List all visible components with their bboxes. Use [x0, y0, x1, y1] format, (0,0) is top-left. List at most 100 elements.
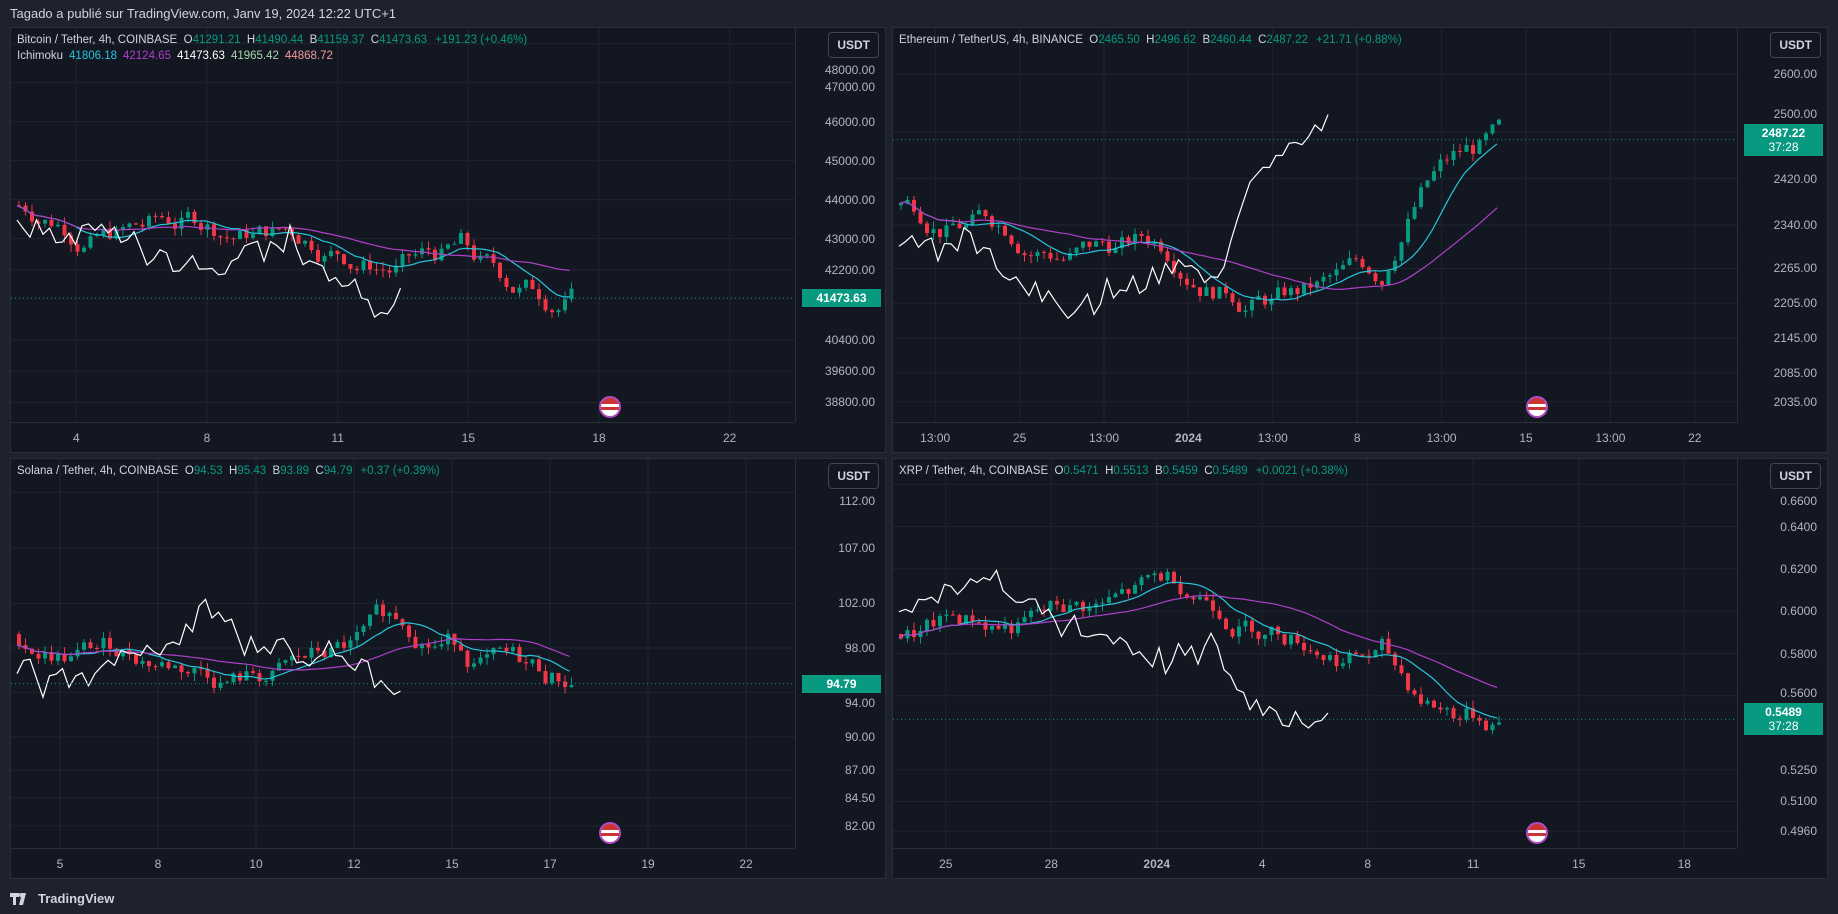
time-axis[interactable]: 13:00 25 13:00 2024 13:00 8 13:00 15 13:00 22 — [893, 422, 1737, 452]
time-tick: 15 — [461, 431, 476, 445]
price-tick: 46000.00 — [824, 114, 875, 129]
us-flag-icon[interactable] — [1526, 822, 1548, 844]
price-tick: 90.00 — [844, 729, 875, 744]
time-tick: 17 — [543, 857, 557, 871]
time-axis[interactable]: 25 28 2024 4 8 11 15 18 — [893, 848, 1737, 878]
current-price: 41473.63 — [816, 291, 867, 306]
indicator-name[interactable]: Ichimoku — [17, 50, 64, 62]
current-price-label: 2487.22 37:28 — [1744, 123, 1823, 156]
price-tick: 40400.00 — [824, 333, 875, 348]
price-tick: 2420.00 — [1773, 171, 1817, 186]
tradingview-logo-icon — [10, 892, 26, 905]
price-axis[interactable]: USDT 41473.63 48000.00 47000.00 46000.00 4500… — [795, 28, 885, 422]
kijun-line — [16, 638, 570, 671]
ohlc-label-b: B — [303, 34, 318, 46]
ohlc-value-o: 41291.21 — [192, 34, 241, 46]
current-price-label: 41473.63 — [802, 289, 881, 308]
time-tick: 15 — [1572, 857, 1586, 871]
symbol-title[interactable]: Solana / Tether, 4h, COINBASE — [17, 465, 179, 477]
price-tick: 0.6600 — [1780, 494, 1817, 508]
us-flag-icon[interactable] — [599, 396, 621, 418]
time-tick: 25 — [939, 857, 953, 871]
ohlc-label-b: B — [1196, 34, 1211, 46]
chart-plot-area[interactable]: XRP / Tether, 4h, COINBASE O0.5471 H0.55… — [893, 459, 1737, 848]
time-tick: 22 — [722, 431, 737, 445]
price-tick: 2340.00 — [1773, 218, 1817, 232]
time-tick: 8 — [203, 431, 211, 445]
price-tick: 98.00 — [844, 640, 875, 655]
price-tick: 94.00 — [844, 695, 875, 710]
currency-button[interactable]: USDT — [828, 463, 879, 489]
ohlc-label-o: O — [1048, 465, 1064, 477]
current-price: 0.5489 — [1765, 705, 1802, 720]
chart-plot-area[interactable]: Ethereum / TetherUS, 4h, BINANCE O2465.5… — [893, 28, 1737, 422]
ohlc-value-c: 94.79 — [323, 465, 353, 477]
chart-legend: Bitcoin / Tether, 4h, COINBASE O41291.21… — [17, 34, 527, 66]
price-axis[interactable]: USDT 2487.22 37:28 2600.00 2500.00 2420.00 234… — [1737, 28, 1827, 422]
price-tick: 0.5100 — [1780, 794, 1817, 809]
ohlc-row: Ethereum / TetherUS, 4h, BINANCE O2465.5… — [899, 34, 1402, 46]
ohlc-label-h: H — [222, 465, 238, 477]
time-tick: 4 — [1258, 857, 1266, 871]
time-tick: 13:00 — [1088, 431, 1120, 445]
currency-button[interactable]: USDT — [1770, 32, 1821, 58]
published-info: Tagado a publié sur TradingView.com, Jan… — [10, 6, 397, 21]
kijun-line — [898, 201, 1498, 290]
ohlc-label-c: C — [1251, 34, 1267, 46]
chart-panel-btc[interactable]: Bitcoin / Tether, 4h, COINBASE O41291.21… — [10, 27, 886, 453]
time-tick: 18 — [1677, 857, 1691, 871]
us-flag-icon[interactable] — [1526, 396, 1548, 418]
ohlc-row: XRP / Tether, 4h, COINBASE O0.5471 H0.55… — [899, 465, 1348, 477]
symbol-title[interactable]: XRP / Tether, 4h, COINBASE — [899, 465, 1049, 477]
time-tick: 10 — [249, 857, 263, 871]
ohlc-value-o: 94.53 — [193, 465, 223, 477]
price-tick: 0.6200 — [1780, 561, 1817, 576]
ohlc-value-c: 41473.63 — [379, 34, 428, 46]
time-tick: 11 — [331, 431, 344, 445]
price-axis[interactable]: USDT 94.79 112.00 107.00 102.00 98.00 94.00 90.… — [795, 459, 885, 848]
price-tick: 0.5600 — [1780, 686, 1817, 701]
price-tick: 2500.00 — [1773, 106, 1817, 121]
ohlc-value-h: 41490.44 — [255, 34, 304, 46]
chart-panel-sol[interactable]: Solana / Tether, 4h, COINBASE O94.53 H95… — [10, 458, 886, 879]
price-tick: 39600.00 — [824, 364, 875, 379]
symbol-title[interactable]: Bitcoin / Tether, 4h, COINBASE — [17, 34, 178, 46]
current-price-label: 94.79 — [802, 674, 881, 693]
ohlc-label-h: H — [240, 34, 256, 46]
time-tick: 19 — [641, 857, 655, 871]
ohlc-value-b: 0.5459 — [1162, 465, 1198, 477]
ohlc-row: Bitcoin / Tether, 4h, COINBASE O41291.21… — [17, 34, 527, 46]
time-axis[interactable]: 5 8 10 12 15 17 19 22 — [11, 848, 795, 878]
time-tick: 5 — [56, 857, 64, 871]
ohlc-label-c: C — [364, 34, 380, 46]
price-tick: 107.00 — [838, 540, 875, 555]
time-tick: 12 — [347, 857, 361, 871]
ohlc-label-c: C — [308, 465, 324, 477]
current-price-label: 0.5489 37:28 — [1744, 703, 1823, 736]
chart-panel-eth[interactable]: Ethereum / TetherUS, 4h, BINANCE O2465.5… — [892, 27, 1828, 453]
ohlc-label-h: H — [1098, 465, 1114, 477]
price-tick: 82.00 — [844, 818, 875, 833]
candles — [17, 200, 574, 318]
price-tick: 2600.00 — [1773, 67, 1817, 82]
footer: TradingView — [10, 891, 114, 906]
ichimoku-value: 41473.63 — [176, 50, 225, 62]
price-tick: 112.00 — [839, 494, 875, 508]
time-tick: 8 — [1364, 857, 1372, 871]
time-tick: 22 — [739, 857, 753, 871]
price-tick: 45000.00 — [824, 153, 875, 168]
symbol-title[interactable]: Ethereum / TetherUS, 4h, BINANCE — [899, 34, 1083, 46]
price-tick: 0.5250 — [1780, 762, 1817, 777]
time-axis[interactable]: 4 8 11 15 18 22 — [11, 422, 795, 452]
chart-plot-area[interactable]: Solana / Tether, 4h, COINBASE O94.53 H95… — [11, 459, 795, 848]
chart-panel-xrp[interactable]: XRP / Tether, 4h, COINBASE O0.5471 H0.55… — [892, 458, 1828, 879]
bar-countdown: 37:28 — [1768, 139, 1799, 154]
time-tick: 22 — [1688, 431, 1702, 445]
price-axis[interactable]: USDT 0.5489 37:28 0.6600 0.6400 0.6200 0.6000 0… — [1737, 459, 1827, 848]
currency-button[interactable]: USDT — [1770, 463, 1821, 489]
chart-plot-area[interactable]: Bitcoin / Tether, 4h, COINBASE O41291.21… — [11, 28, 795, 422]
us-flag-icon[interactable] — [599, 822, 621, 844]
currency-button[interactable]: USDT — [828, 32, 879, 58]
ohlc-value-o: 0.5471 — [1063, 465, 1099, 477]
chikou-line — [16, 598, 401, 700]
